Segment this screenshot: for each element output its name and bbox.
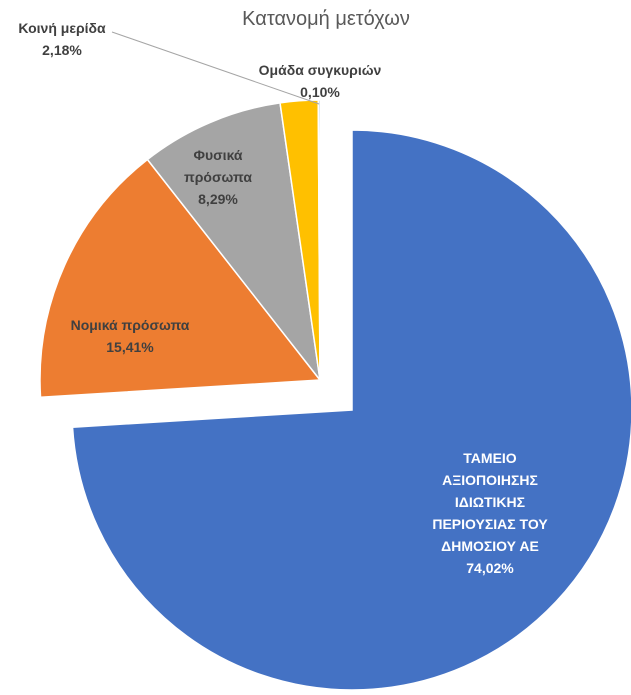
- slice-label: ΤΑΜΕΙΟ ΑΞΙΟΠΟΙΗΣΗΣ ΙΔΙΩΤΙΚΗΣ ΠΕΡΙΟΥΣΙΑΣ …: [415, 447, 565, 579]
- slice-label: Φυσικά πρόσωπα 8,29%: [168, 144, 268, 210]
- slice-label: Ομάδα συγκυριών 0,10%: [235, 59, 405, 103]
- value-label: 0,10%: [300, 84, 340, 100]
- slice-label: Κοινή μερίδα 2,18%: [0, 17, 127, 61]
- value-label: 15,41%: [106, 339, 154, 355]
- chart-title: Κατανομή μετόχων: [242, 8, 410, 30]
- value-label: 2,18%: [42, 42, 82, 58]
- pie-slice: [39, 158, 322, 399]
- value-label: 74,02%: [466, 560, 514, 576]
- pie-slice: [71, 129, 631, 691]
- pie-slice: [146, 102, 322, 383]
- slice-label: Νομικά πρόσωπα 15,41%: [40, 314, 220, 358]
- leader-line: [111, 31, 320, 105]
- value-label: 8,29%: [198, 191, 238, 207]
- pie-slice: [317, 99, 321, 381]
